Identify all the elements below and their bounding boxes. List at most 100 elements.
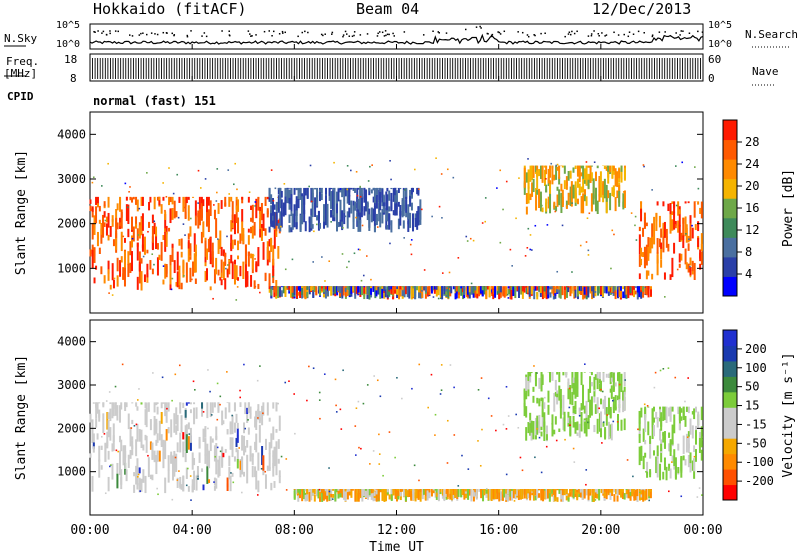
- data-point: [490, 415, 493, 417]
- data-point: [215, 200, 218, 202]
- data-point: [230, 472, 232, 474]
- velocity-colorbar-swatch: [723, 391, 737, 408]
- noise-search-dot: [173, 34, 175, 37]
- data-point: [228, 260, 230, 262]
- noise-search-dot: [623, 33, 625, 36]
- noise-search-dot: [342, 35, 344, 38]
- noise-search-dot: [117, 30, 119, 33]
- noise-search-dot: [534, 34, 536, 37]
- data-point: [643, 403, 646, 406]
- data-point: [367, 180, 370, 182]
- data-point: [410, 253, 413, 256]
- data-point: [404, 189, 406, 191]
- noise-search-dot: [301, 31, 304, 34]
- data-point: [227, 169, 230, 171]
- data-point: [213, 481, 215, 483]
- noise-search-dot: [568, 31, 571, 34]
- data-point: [136, 399, 139, 401]
- data-point: [443, 499, 446, 502]
- data-point: [107, 162, 109, 165]
- velocity-colorbar-swatch: [723, 484, 737, 501]
- data-point: [505, 428, 508, 430]
- data-point: [194, 388, 196, 391]
- data-point: [481, 428, 483, 431]
- data-point: [190, 499, 192, 501]
- noise-search-dot: [342, 34, 345, 36]
- noise-search-dot: [388, 33, 390, 36]
- data-point: [372, 450, 375, 452]
- noise-search-dot: [307, 31, 309, 34]
- noise-search-dot: [281, 30, 284, 33]
- noise-search-dot: [105, 34, 108, 36]
- data-point: [241, 491, 243, 494]
- data-point: [487, 397, 490, 400]
- date-label: 12/Dec/2013: [592, 0, 692, 18]
- data-point: [394, 456, 396, 459]
- data-point: [449, 364, 452, 366]
- data-point: [529, 234, 532, 236]
- data-point: [146, 172, 148, 174]
- data-point: [171, 277, 174, 280]
- data-point: [401, 397, 403, 400]
- noise-search-dot: [348, 35, 351, 37]
- noise-search-dot: [322, 34, 324, 37]
- data-point: [259, 291, 261, 294]
- noise-search-dot: [201, 35, 203, 37]
- data-point: [341, 253, 344, 255]
- power-colorbar-swatch: [723, 120, 737, 141]
- data-point: [228, 193, 231, 195]
- noise-search-dot: [150, 32, 153, 34]
- data-point: [626, 459, 629, 461]
- data-point: [357, 248, 360, 251]
- data-point: [104, 219, 107, 222]
- x-tick-label: 20:00: [581, 523, 620, 538]
- data-point: [228, 410, 231, 412]
- data-point: [356, 194, 359, 197]
- noise-search-dot: [403, 31, 406, 33]
- data-point: [115, 449, 118, 452]
- data-point: [432, 296, 435, 298]
- data-point: [355, 454, 357, 456]
- data-point: [616, 420, 619, 423]
- data-point: [270, 169, 273, 171]
- data-point: [526, 246, 529, 249]
- data-point: [312, 261, 315, 263]
- data-point: [654, 371, 657, 374]
- noise-search-dot: [129, 34, 131, 36]
- data-point: [165, 195, 168, 198]
- data-point: [527, 158, 529, 160]
- data-point: [174, 456, 177, 459]
- data-point: [533, 365, 535, 367]
- noise-search-dot: [344, 30, 347, 33]
- noise-search-dot: [173, 34, 176, 36]
- data-point: [138, 388, 140, 390]
- data-point: [226, 371, 228, 373]
- data-point: [421, 290, 423, 292]
- noise-search-dot: [540, 32, 542, 35]
- data-point: [216, 191, 218, 194]
- data-point: [243, 363, 245, 366]
- data-point: [291, 258, 294, 261]
- data-point: [602, 421, 605, 423]
- data-point: [696, 496, 699, 498]
- freq-tick-high: 18: [64, 53, 78, 66]
- noise-search-dot: [247, 30, 250, 32]
- x-axis-title: Time UT: [369, 540, 424, 554]
- x-tick-label: 16:00: [479, 523, 518, 538]
- data-point: [280, 455, 283, 458]
- data-point: [172, 192, 175, 195]
- data-point: [335, 404, 337, 407]
- noise-search-dot: [320, 33, 323, 36]
- data-point: [439, 393, 442, 395]
- data-point: [121, 363, 124, 366]
- data-point: [359, 249, 361, 251]
- data-point: [457, 257, 460, 259]
- noise-search-dot: [203, 32, 206, 34]
- data-point: [534, 456, 536, 459]
- data-point: [667, 367, 670, 369]
- data-point: [634, 215, 637, 218]
- noise-search-dot: [353, 31, 356, 33]
- data-point: [153, 263, 155, 266]
- data-point: [509, 248, 512, 251]
- data-point: [701, 494, 703, 496]
